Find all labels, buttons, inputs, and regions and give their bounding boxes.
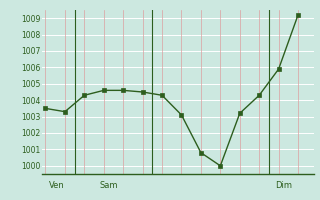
Text: Dim: Dim — [275, 181, 292, 190]
Text: Sam: Sam — [100, 181, 118, 190]
Text: Ven: Ven — [49, 181, 65, 190]
